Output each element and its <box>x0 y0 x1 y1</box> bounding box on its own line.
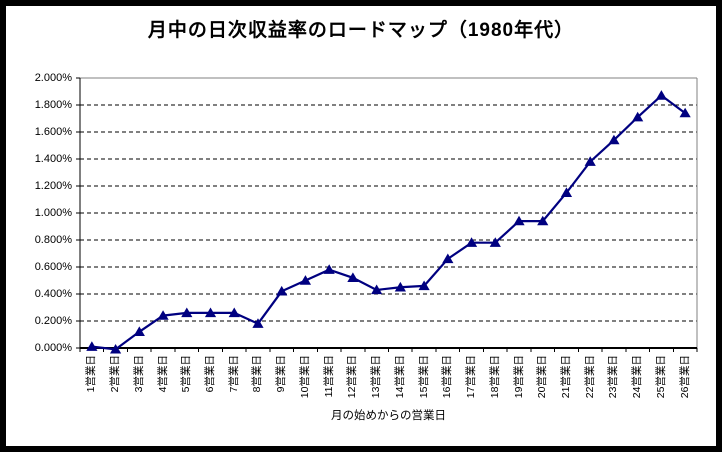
x-tick-label: 26営業日 <box>678 355 691 399</box>
x-tick-label: 8営業日 <box>251 355 264 393</box>
y-tick-label: 0.400% <box>34 288 72 300</box>
x-tick-label: 20営業日 <box>536 355 549 399</box>
x-tick-label: 22営業日 <box>583 355 596 399</box>
data-point-marker <box>133 326 145 336</box>
x-tick-label: 15営業日 <box>417 355 430 399</box>
x-tick-label: 18営業日 <box>488 355 501 399</box>
x-tick-label: 14営業日 <box>393 355 406 399</box>
y-tick-label: 0.600% <box>34 261 72 273</box>
x-axis-title: 月の始めからの営業日 <box>331 410 446 422</box>
y-tick-label: 0.200% <box>34 315 72 327</box>
data-point-marker <box>608 134 620 145</box>
x-tick-label: 25営業日 <box>654 355 667 399</box>
data-point-marker <box>109 343 122 354</box>
data-point-marker <box>513 215 525 226</box>
x-tick-label: 4営業日 <box>156 355 169 393</box>
data-point-marker <box>465 237 478 247</box>
y-tick-label: 1.600% <box>34 126 72 138</box>
x-tick-label: 9営業日 <box>275 355 288 393</box>
data-point-marker <box>157 310 169 320</box>
x-tick-label: 13営業日 <box>370 355 383 399</box>
data-point-marker <box>632 111 644 122</box>
data-point-marker <box>394 281 406 292</box>
x-tick-label: 1営業日 <box>85 355 98 393</box>
x-tick-label: 11営業日 <box>322 355 335 398</box>
data-point-marker <box>679 107 691 118</box>
data-point-marker <box>537 215 549 226</box>
y-tick-label: 1.000% <box>34 207 72 219</box>
data-point-marker <box>489 237 501 247</box>
y-tick-label: 1.800% <box>34 99 72 111</box>
x-tick-label: 10営業日 <box>298 355 311 399</box>
data-point-marker <box>252 318 264 328</box>
data-point-marker <box>228 307 240 318</box>
data-point-marker <box>442 253 454 264</box>
x-tick-label: 23営業日 <box>607 355 620 399</box>
chart-title: 月中の日次収益率のロードマップ（1980年代） <box>147 20 575 41</box>
data-point-marker <box>204 307 217 318</box>
data-point-marker <box>560 187 573 197</box>
data-point-marker <box>276 285 288 296</box>
data-point-marker <box>371 284 383 295</box>
data-point-marker <box>655 90 668 100</box>
x-tick-label: 21営業日 <box>559 355 572 399</box>
data-point-marker <box>323 264 335 274</box>
data-point-marker <box>418 280 430 291</box>
y-tick-label: 1.200% <box>34 180 72 192</box>
data-point-marker <box>584 156 596 166</box>
data-point-marker <box>299 275 312 285</box>
x-tick-label: 3営業日 <box>132 355 145 393</box>
x-tick-label: 16営業日 <box>441 355 454 399</box>
x-tick-label: 24営業日 <box>631 355 644 399</box>
data-point-marker <box>181 307 193 318</box>
x-tick-label: 19営業日 <box>512 355 525 399</box>
y-tick-label: 0.000% <box>34 342 72 354</box>
x-tick-label: 6営業日 <box>204 355 217 393</box>
x-tick-label: 17営業日 <box>465 355 478 399</box>
data-line <box>91 94 686 351</box>
x-tick-label: 7営業日 <box>227 355 240 393</box>
data-point-marker <box>86 341 98 351</box>
y-tick-label: 0.800% <box>34 234 72 246</box>
x-tick-label: 5営業日 <box>180 355 193 393</box>
y-tick-label: 2.000% <box>34 72 72 84</box>
x-tick-label: 12営業日 <box>346 355 359 399</box>
y-tick-label: 1.400% <box>34 153 72 165</box>
x-tick-label: 2営業日 <box>109 355 122 393</box>
data-point-marker <box>347 272 359 282</box>
